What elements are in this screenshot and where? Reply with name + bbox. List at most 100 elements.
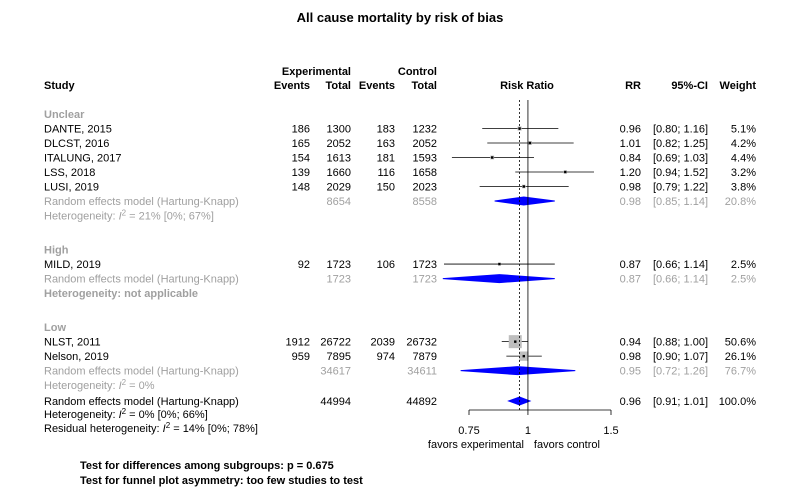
header-weight: Weight bbox=[720, 80, 757, 92]
exp-events: 165 bbox=[292, 138, 310, 150]
study-name: ITALUNG, 2017 bbox=[44, 153, 121, 165]
weight-value: 2.5% bbox=[731, 259, 756, 271]
exp-total: 1660 bbox=[327, 167, 351, 179]
ctl-events: 2039 bbox=[371, 337, 395, 349]
weight-value: 5.1% bbox=[731, 124, 756, 136]
exp-events: 959 bbox=[292, 351, 310, 363]
chart-title: All cause mortality by risk of bias bbox=[297, 10, 504, 25]
exp-total: 7895 bbox=[327, 351, 351, 363]
ctl-total: 1723 bbox=[413, 259, 437, 271]
ctl-events: 974 bbox=[377, 351, 395, 363]
overall-heterogeneity: Heterogeneity: I2 = 0% [0%; 66%] bbox=[44, 407, 208, 421]
rr-value: 1.01 bbox=[620, 138, 641, 150]
exp-events: 1912 bbox=[286, 337, 310, 349]
ctl-events: 181 bbox=[377, 153, 395, 165]
subgroup-diamond bbox=[442, 274, 555, 284]
header-rr: RR bbox=[625, 80, 641, 92]
ci-value: [0.69; 1.03] bbox=[653, 153, 708, 165]
subgroup-exp-total: 8654 bbox=[327, 196, 351, 208]
study-name: Nelson, 2019 bbox=[44, 351, 109, 363]
ci-value: [0.90; 1.07] bbox=[653, 351, 708, 363]
subgroup-diamond bbox=[494, 196, 555, 206]
x-tick-label: 1.5 bbox=[603, 425, 618, 437]
subgroup-rr: 0.95 bbox=[620, 366, 641, 378]
subgroup-label: High bbox=[44, 245, 69, 257]
study-name: DANTE, 2015 bbox=[44, 124, 112, 136]
exp-events: 148 bbox=[292, 182, 310, 194]
subgroup-ci: [0.85; 1.14] bbox=[653, 196, 708, 208]
x-tick-label: 1 bbox=[525, 425, 531, 437]
study-point bbox=[564, 170, 567, 174]
ctl-total: 1658 bbox=[413, 167, 437, 179]
subgroup-label: Low bbox=[44, 322, 66, 334]
header-ctl-events: Events bbox=[359, 80, 395, 92]
exp-total: 2029 bbox=[327, 182, 351, 194]
subgroup-rr: 0.98 bbox=[620, 196, 641, 208]
rr-value: 0.94 bbox=[620, 337, 641, 349]
overall-exp-total: 44994 bbox=[320, 396, 351, 408]
overall-weight: 100.0% bbox=[719, 396, 757, 408]
study-point bbox=[498, 262, 501, 266]
ci-value: [0.88; 1.00] bbox=[653, 337, 708, 349]
exp-events: 92 bbox=[298, 259, 310, 271]
column-headers: Experimental Control Study Events Total … bbox=[44, 66, 756, 92]
subgroup-ctl-total: 34611 bbox=[407, 366, 437, 378]
exp-events: 139 bbox=[292, 167, 310, 179]
overall-rr: 0.96 bbox=[620, 396, 641, 408]
study-name: NLST, 2011 bbox=[44, 337, 101, 349]
header-experimental: Experimental bbox=[282, 66, 351, 78]
ctl-total: 7879 bbox=[413, 351, 437, 363]
ci-value: [0.66; 1.14] bbox=[653, 259, 708, 271]
rr-value: 0.96 bbox=[620, 124, 641, 136]
study-name: LSS, 2018 bbox=[44, 167, 95, 179]
ctl-events: 183 bbox=[377, 124, 395, 136]
weight-value: 4.2% bbox=[731, 138, 756, 150]
ctl-events: 163 bbox=[377, 138, 395, 150]
study-point bbox=[528, 141, 532, 145]
subgroup-summary-label: Random effects model (Hartung-Knapp) bbox=[44, 196, 239, 208]
ci-value: [0.80; 1.16] bbox=[653, 124, 708, 136]
plot-body: Unclear DANTE, 2015 186 1300 183 1232 0.96 [0.8… bbox=[44, 100, 756, 487]
overall-label: Random effects model (Hartung-Knapp) bbox=[44, 396, 239, 408]
exp-total: 2052 bbox=[327, 138, 351, 150]
ctl-total: 1593 bbox=[413, 153, 437, 165]
subgroup-exp-total: 1723 bbox=[327, 274, 351, 286]
overall-ctl-total: 44892 bbox=[406, 396, 437, 408]
subgroup-ctl-total: 1723 bbox=[413, 274, 437, 286]
header-exp-events: Events bbox=[274, 80, 310, 92]
weight-value: 50.6% bbox=[725, 337, 756, 349]
header-effect: Risk Ratio bbox=[500, 80, 554, 92]
subgroup-summary-label: Random effects model (Hartung-Knapp) bbox=[44, 366, 239, 378]
subgroup-ctl-total: 8558 bbox=[413, 196, 437, 208]
study-name: DLCST, 2016 bbox=[44, 138, 109, 150]
rr-value: 0.87 bbox=[620, 259, 641, 271]
exp-total: 1613 bbox=[327, 153, 351, 165]
weight-value: 3.8% bbox=[731, 182, 756, 194]
subgroup-rr: 0.87 bbox=[620, 274, 641, 286]
exp-total: 1300 bbox=[327, 124, 351, 136]
footnote: Test for differences among subgroups: p … bbox=[80, 460, 334, 472]
subgroup-summary-label: Random effects model (Hartung-Knapp) bbox=[44, 274, 239, 286]
header-ctl-total: Total bbox=[412, 80, 437, 92]
header-control: Control bbox=[398, 66, 437, 78]
rr-value: 0.98 bbox=[620, 182, 641, 194]
ci-value: [0.79; 1.22] bbox=[653, 182, 708, 194]
subgroup-heterogeneity: Heterogeneity: I2 = 0% bbox=[44, 378, 155, 392]
header-study: Study bbox=[44, 80, 75, 92]
subgroup-weight: 76.7% bbox=[725, 366, 756, 378]
rr-value: 0.84 bbox=[620, 153, 641, 165]
subgroup-exp-total: 34617 bbox=[320, 366, 351, 378]
subgroup-weight: 2.5% bbox=[731, 274, 756, 286]
subgroup-ci: [0.66; 1.14] bbox=[653, 274, 708, 286]
exp-total: 1723 bbox=[327, 259, 351, 271]
header-ci: 95%-CI bbox=[671, 80, 708, 92]
x-tick-label: 0.75 bbox=[458, 425, 479, 437]
ctl-total: 2023 bbox=[413, 182, 437, 194]
ctl-total: 26732 bbox=[406, 337, 437, 349]
ctl-events: 116 bbox=[377, 167, 395, 179]
study-point bbox=[522, 354, 525, 358]
ctl-total: 1232 bbox=[413, 124, 437, 136]
exp-total: 26722 bbox=[320, 337, 351, 349]
subgroup-label: Unclear bbox=[44, 109, 85, 121]
study-point bbox=[522, 185, 525, 188]
